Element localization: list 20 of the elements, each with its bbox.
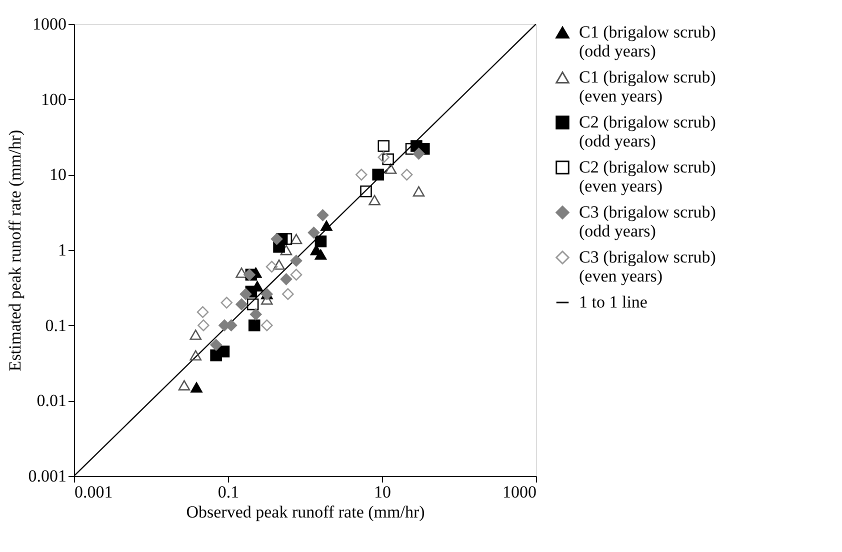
legend-label: C3 (brigalow scrub) (even years) [579,248,716,286]
legend-label: C1 (brigalow scrub) (even years) [579,68,716,106]
y-tick-label: 10 [50,165,66,184]
legend-label: C2 (brigalow scrub) (odd years) [579,112,716,150]
legend-label: C2 (brigalow scrub) (even years) [579,158,716,196]
y-tick-label: 100 [41,90,66,109]
legend-label: C1 (brigalow scrub) (odd years) [579,22,716,60]
y-tick-label: 0.01 [36,391,66,410]
y-tick-label: 1000 [32,14,66,34]
x-tick-label: 0.1 [218,482,240,502]
legend-label: 1 to 1 line [579,292,648,312]
x-tick-label: 1000 [502,482,536,502]
y-tick-label: 0.1 [45,316,66,335]
x-axis-title: Observed peak runoff rate (mm/hr) [186,502,425,522]
x-tick-label: 10 [374,482,391,502]
y-tick-label: 0.001 [28,466,66,486]
legend-label: C3 (brigalow scrub) (odd years) [579,202,716,240]
y-tick-label: 1 [58,240,66,260]
y-axis-title: Estimated peak runoff rate (mm/hr) [5,130,24,372]
x-tick-label: 0.001 [74,482,113,502]
